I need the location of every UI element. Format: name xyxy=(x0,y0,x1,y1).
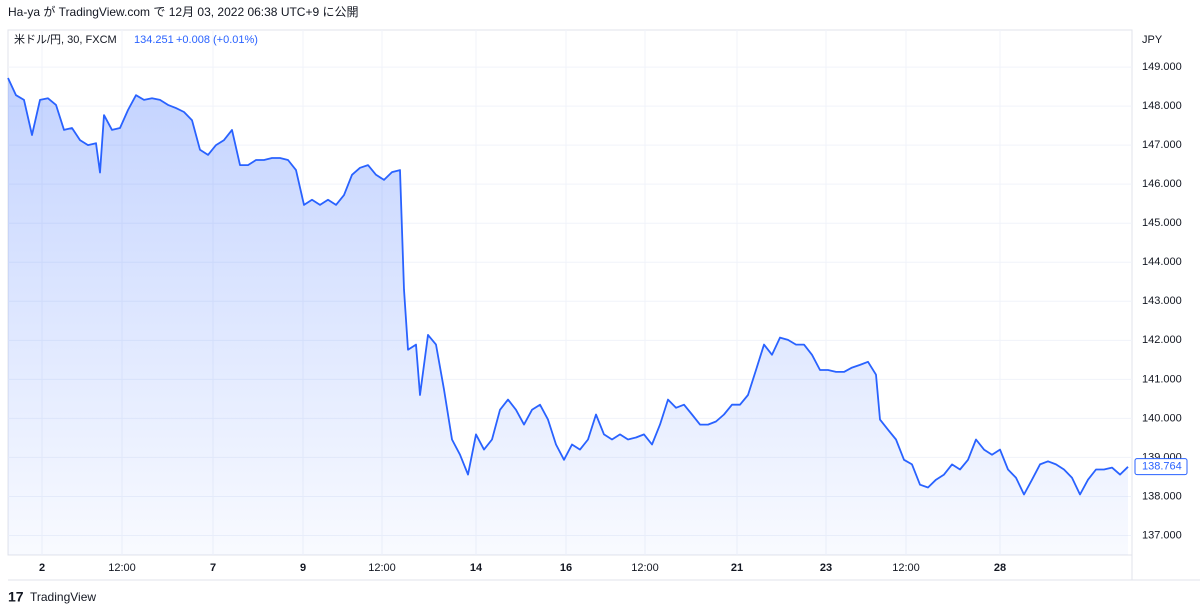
plot xyxy=(7,77,1129,555)
x-tick-label: 12:00 xyxy=(631,562,659,574)
x-tick-label: 12:00 xyxy=(892,562,920,574)
area-fill xyxy=(8,78,1128,555)
y-tick-label: 141.000 xyxy=(1142,373,1182,385)
axes: 137.000138.000139.000140.000141.000142.0… xyxy=(39,61,1188,574)
price-line xyxy=(7,77,1129,496)
y-tick-label: 140.000 xyxy=(1142,412,1182,424)
last-price-label: 138.764 xyxy=(1142,461,1182,473)
x-tick-label: 21 xyxy=(731,562,743,574)
symbol: 米ドル/円, 30, FXCM xyxy=(14,33,117,46)
y-tick-label: 137.000 xyxy=(1142,529,1182,541)
last-quote: 134.251 xyxy=(134,34,174,46)
y-tick-label: 138.000 xyxy=(1142,490,1182,502)
last-price-box xyxy=(1134,458,1188,476)
x-tick-label: 9 xyxy=(300,562,306,574)
y-tick-label: 144.000 xyxy=(1142,256,1182,268)
x-tick-label: 23 xyxy=(820,562,832,574)
y-tick-label: 143.000 xyxy=(1142,295,1182,307)
logo-mark: 17 xyxy=(8,589,24,605)
y-axis-label: JPY xyxy=(1142,34,1163,46)
x-tick-label: 12:00 xyxy=(108,562,136,574)
y-tick-label: 145.000 xyxy=(1142,217,1182,229)
change: +0.008 (+0.01%) xyxy=(176,34,258,46)
x-tick-label: 2 xyxy=(39,562,45,574)
y-tick-label: 148.000 xyxy=(1142,100,1182,112)
y-tick-label: 149.000 xyxy=(1142,61,1182,73)
x-tick-label: 14 xyxy=(470,562,483,574)
x-tick-label: 28 xyxy=(994,562,1006,574)
x-tick-label: 7 xyxy=(210,562,216,574)
brand: TradingView xyxy=(30,590,96,604)
x-tick-label: 16 xyxy=(560,562,572,574)
published-note: Ha-ya が TradingView.com で 12月 03, 2022 0… xyxy=(8,4,359,19)
y-tick-label: 147.000 xyxy=(1142,139,1182,151)
y-tick-label: 142.000 xyxy=(1142,334,1182,346)
x-tick-label: 12:00 xyxy=(368,562,396,574)
y-tick-label: 146.000 xyxy=(1142,178,1182,190)
